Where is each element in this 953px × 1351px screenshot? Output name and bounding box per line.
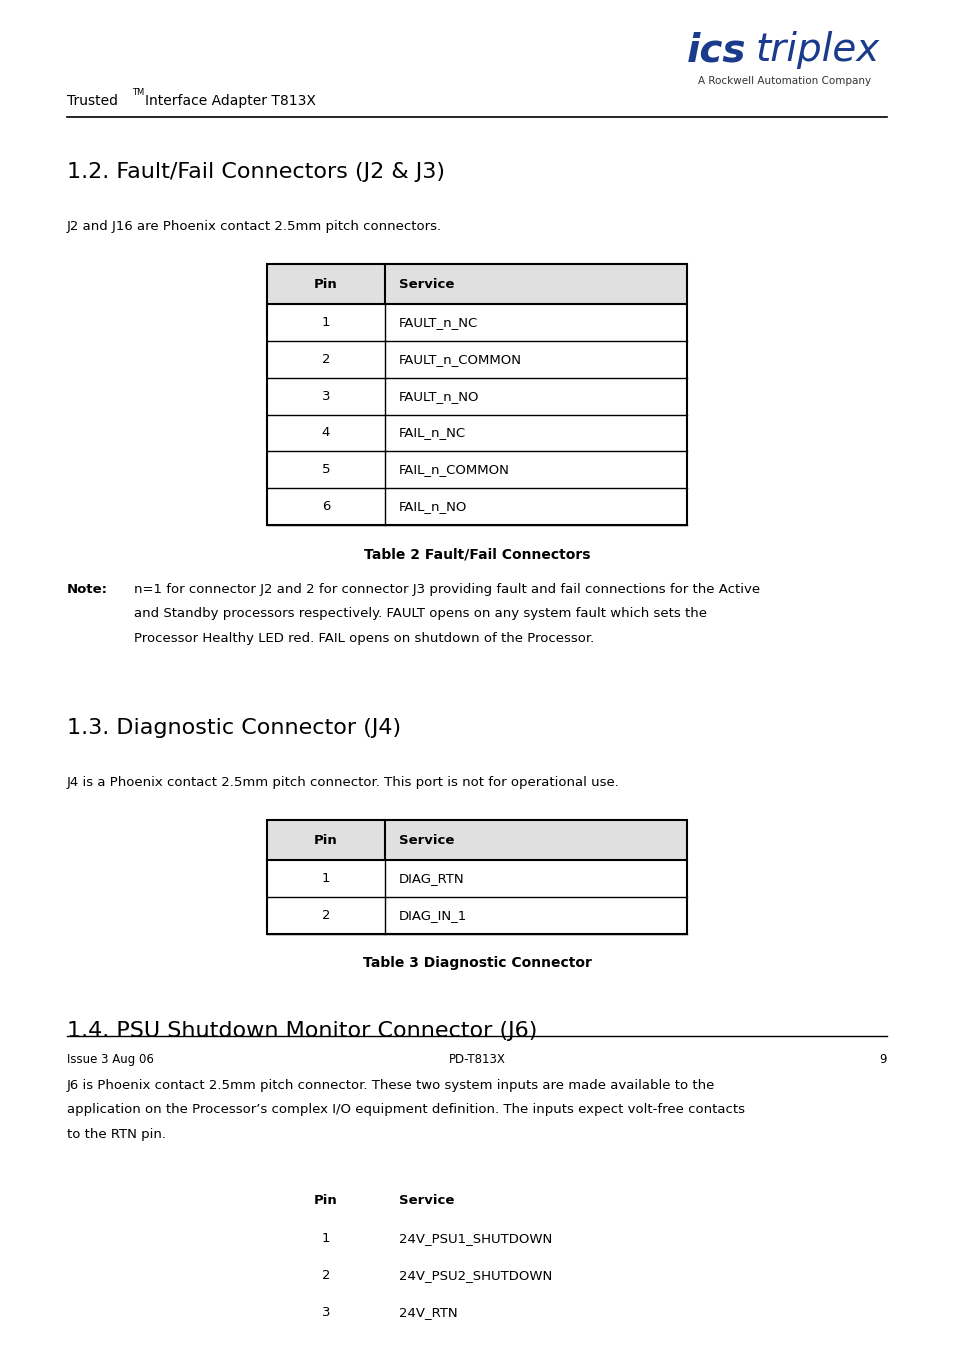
Text: 1.4. PSU Shutdown Monitor Connector (J6): 1.4. PSU Shutdown Monitor Connector (J6)	[67, 1021, 537, 1040]
Text: 2: 2	[321, 353, 330, 366]
Text: J6 is Phoenix contact 2.5mm pitch connector. These two system inputs are made av: J6 is Phoenix contact 2.5mm pitch connec…	[67, 1078, 715, 1092]
Text: 2: 2	[321, 1269, 330, 1282]
Text: Service: Service	[398, 278, 454, 290]
Text: 24V_PSU1_SHUTDOWN: 24V_PSU1_SHUTDOWN	[398, 1232, 552, 1246]
Text: Interface Adapter T813X: Interface Adapter T813X	[145, 95, 315, 108]
Text: FAULT_n_NC: FAULT_n_NC	[398, 316, 477, 330]
Text: Pin: Pin	[314, 834, 337, 847]
Text: FAIL_n_NC: FAIL_n_NC	[398, 427, 466, 439]
Text: 3: 3	[321, 389, 330, 403]
Bar	[267, 1181, 686, 1331]
Bar	[267, 820, 686, 934]
Text: 1: 1	[321, 1232, 330, 1246]
Text: FAIL_n_NO: FAIL_n_NO	[398, 500, 467, 513]
Text: 24V_RTN: 24V_RTN	[398, 1305, 457, 1319]
Text: 1: 1	[321, 316, 330, 330]
Text: and Standby processors respectively. FAULT opens on any system fault which sets : and Standby processors respectively. FAU…	[133, 608, 706, 620]
Text: 4: 4	[321, 427, 330, 439]
Bar	[267, 263, 686, 304]
Text: 9: 9	[879, 1052, 886, 1066]
Text: FAIL_n_COMMON: FAIL_n_COMMON	[398, 463, 509, 476]
Text: Service: Service	[398, 834, 454, 847]
Text: 1: 1	[321, 873, 330, 885]
Text: 5: 5	[321, 463, 330, 476]
Text: FAULT_n_COMMON: FAULT_n_COMMON	[398, 353, 521, 366]
Text: Note:: Note:	[67, 582, 108, 596]
Text: to the RTN pin.: to the RTN pin.	[67, 1128, 166, 1140]
Text: 2: 2	[321, 909, 330, 921]
Text: TM: TM	[132, 88, 144, 97]
Text: n=1 for connector J2 and 2 for connector J3 providing fault and fail connections: n=1 for connector J2 and 2 for connector…	[133, 582, 759, 596]
Text: 3: 3	[321, 1305, 330, 1319]
Text: 6: 6	[321, 500, 330, 513]
Text: J4 is a Phoenix contact 2.5mm pitch connector. This port is not for operational : J4 is a Phoenix contact 2.5mm pitch conn…	[67, 775, 619, 789]
Text: A Rockwell Automation Company: A Rockwell Automation Company	[698, 77, 870, 86]
Text: Table 3 Diagnostic Connector: Table 3 Diagnostic Connector	[362, 957, 591, 970]
Text: 1.3. Diagnostic Connector (J4): 1.3. Diagnostic Connector (J4)	[67, 717, 400, 738]
Text: 1.2. Fault/Fail Connectors (J2 & J3): 1.2. Fault/Fail Connectors (J2 & J3)	[67, 162, 444, 181]
Text: Pin: Pin	[314, 278, 337, 290]
Text: Table 2 Fault/Fail Connectors: Table 2 Fault/Fail Connectors	[363, 547, 590, 561]
Text: ics: ics	[686, 31, 745, 69]
Text: Trusted: Trusted	[67, 95, 117, 108]
Text: Service: Service	[398, 1194, 454, 1206]
Text: DIAG_RTN: DIAG_RTN	[398, 873, 464, 885]
Text: FAULT_n_NO: FAULT_n_NO	[398, 389, 479, 403]
Text: Issue 3 Aug 06: Issue 3 Aug 06	[67, 1052, 153, 1066]
Text: DIAG_IN_1: DIAG_IN_1	[398, 909, 467, 921]
Text: 24V_PSU2_SHUTDOWN: 24V_PSU2_SHUTDOWN	[398, 1269, 552, 1282]
Text: application on the Processor’s complex I/O equipment definition. The inputs expe: application on the Processor’s complex I…	[67, 1104, 744, 1116]
Text: triplex: triplex	[755, 31, 879, 69]
Text: J2 and J16 are Phoenix contact 2.5mm pitch connectors.: J2 and J16 are Phoenix contact 2.5mm pit…	[67, 219, 441, 232]
Bar	[267, 820, 686, 861]
Text: Processor Healthy LED red. FAIL opens on shutdown of the Processor.: Processor Healthy LED red. FAIL opens on…	[133, 632, 593, 644]
Bar	[267, 1181, 686, 1220]
Bar	[267, 263, 686, 526]
Text: PD-T813X: PD-T813X	[448, 1052, 505, 1066]
Text: Pin: Pin	[314, 1194, 337, 1206]
